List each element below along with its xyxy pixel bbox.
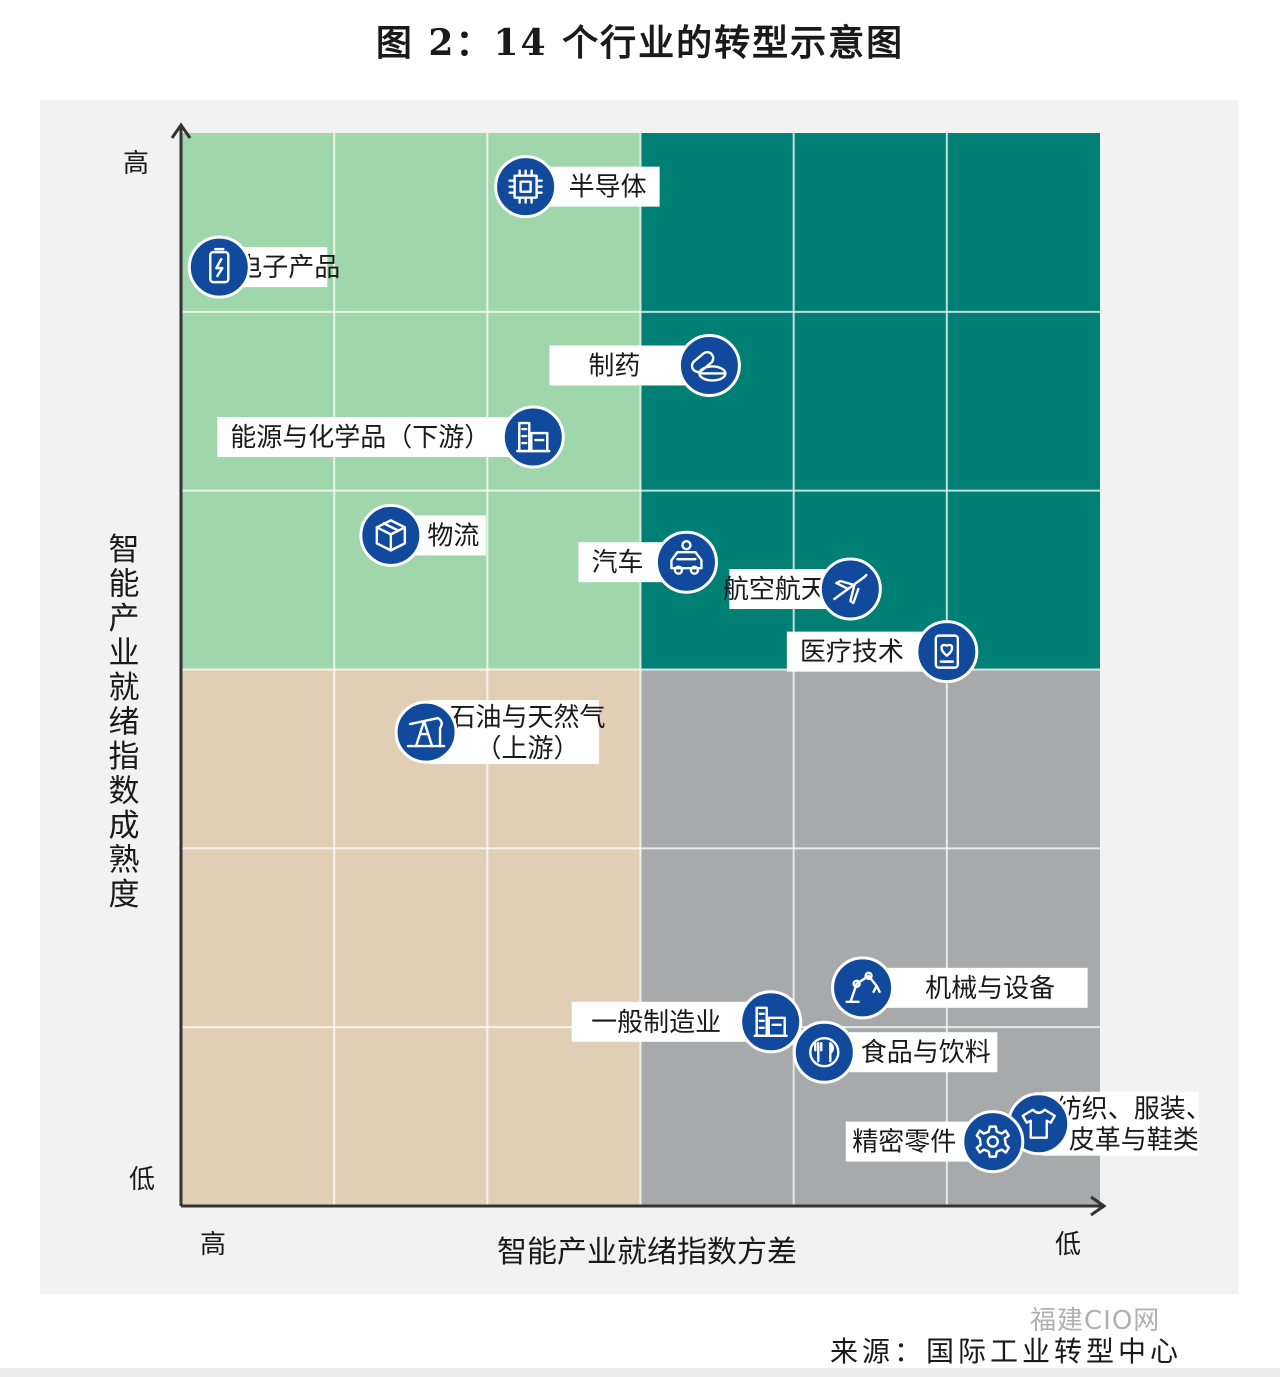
- x-tick-low: 低: [1055, 1230, 1081, 1260]
- industry-point: 石油与天然气（上游）: [394, 700, 606, 765]
- industry-label-bg: [571, 1001, 767, 1042]
- y-tick-low: 低: [129, 1165, 155, 1195]
- industry-icon-circle: [394, 700, 458, 764]
- industry-label: 医疗技术: [800, 638, 904, 668]
- oil-pump-icon: [406, 716, 446, 748]
- x-tick-high: 高: [200, 1230, 226, 1260]
- industry-label: 一般制造业: [591, 1008, 721, 1038]
- utensils-icon: [809, 1037, 840, 1068]
- box-icon: [375, 519, 407, 552]
- industry-point: 半导体: [494, 155, 660, 219]
- industry-label: 机械与设备: [925, 974, 1055, 1004]
- industry-label: 制药: [588, 351, 640, 381]
- y-axis-arrow: [170, 122, 192, 139]
- industry-point: 电子产品: [187, 235, 340, 299]
- pill-icon: [690, 350, 727, 382]
- industry-label: 物流: [427, 521, 479, 551]
- car-icon: [670, 540, 703, 575]
- industry-label: 纺织、服装、皮革与鞋类: [1056, 1095, 1212, 1156]
- chart-title: 图 2：14 个行业的转型示意图: [375, 22, 905, 64]
- x-axis-arrow: [1090, 1195, 1107, 1217]
- industry-icon-circle: [739, 990, 803, 1054]
- industry-label: 电子产品: [236, 253, 340, 283]
- industry-label: 食品与饮料: [861, 1038, 991, 1068]
- factory-icon: [516, 421, 551, 453]
- chip-icon: [508, 169, 543, 204]
- industry-point: 一般制造业: [571, 990, 803, 1054]
- industry-icon-circle: [961, 1110, 1025, 1174]
- industry-point: 食品与饮料: [792, 1020, 998, 1084]
- gear-icon: [975, 1125, 1010, 1158]
- x-axis-label: 智能产业就绪指数方差: [497, 1235, 797, 1270]
- industry-point: 航空航天: [723, 557, 882, 621]
- industry-point: 制药: [549, 333, 741, 397]
- industry-label: 能源与化学品（下游）: [230, 423, 490, 453]
- industry-label-bg: [430, 700, 600, 765]
- industry-label-bg: [828, 1032, 998, 1073]
- industry-point: 汽车: [578, 530, 718, 594]
- industry-icon-circle: [915, 620, 979, 684]
- industry-label: 汽车: [591, 548, 643, 578]
- industry-icon-circle: [654, 530, 718, 594]
- plane-icon: [833, 573, 868, 605]
- industry-point: 物流: [359, 503, 486, 567]
- quadrant-high-variance-high-maturity: [181, 133, 641, 670]
- industry-label: 航空航天: [723, 575, 827, 605]
- industry-icon-circle: [831, 956, 895, 1020]
- y-axis-label: 智能产业就绪指数成熟度: [109, 532, 140, 913]
- industry-label: 半导体: [569, 173, 647, 203]
- robot-arm-icon: [845, 971, 881, 1004]
- industry-icon-circle: [494, 155, 558, 219]
- industry-icon-circle: [792, 1020, 856, 1084]
- medical-tablet-icon: [934, 634, 960, 669]
- industry-label: 精密零件: [852, 1128, 956, 1158]
- battery-icon: [209, 247, 230, 284]
- industry-point: 医疗技术: [786, 620, 979, 684]
- factory-icon: [753, 1006, 788, 1038]
- industry-label-bg: [217, 417, 530, 458]
- industry-label: 石油与天然气（上游）: [450, 703, 606, 764]
- industry-point: 精密零件: [845, 1110, 1025, 1174]
- page-edge: [0, 1368, 1280, 1377]
- industry-label-bg: [866, 967, 1088, 1008]
- y-tick-high: 高: [123, 149, 149, 179]
- source-note: 来源：国际工业转型中心: [830, 1335, 1183, 1368]
- industry-point: 能源与化学品（下游）: [217, 405, 565, 469]
- industry-point: 机械与设备: [831, 956, 1088, 1020]
- industry-icon-circle: [818, 557, 882, 621]
- industry-point: 纺织、服装、皮革与鞋类: [1007, 1091, 1212, 1156]
- shirt-icon: [1021, 1108, 1056, 1139]
- watermark: 福建CIO网: [1030, 1306, 1161, 1336]
- chart-panel: 高低高低智能产业就绪指数方差 智能产业就绪指数成熟度 半导体 电子产品 制药 能源与化学…: [40, 100, 1238, 1294]
- industry-icon-circle: [501, 405, 565, 469]
